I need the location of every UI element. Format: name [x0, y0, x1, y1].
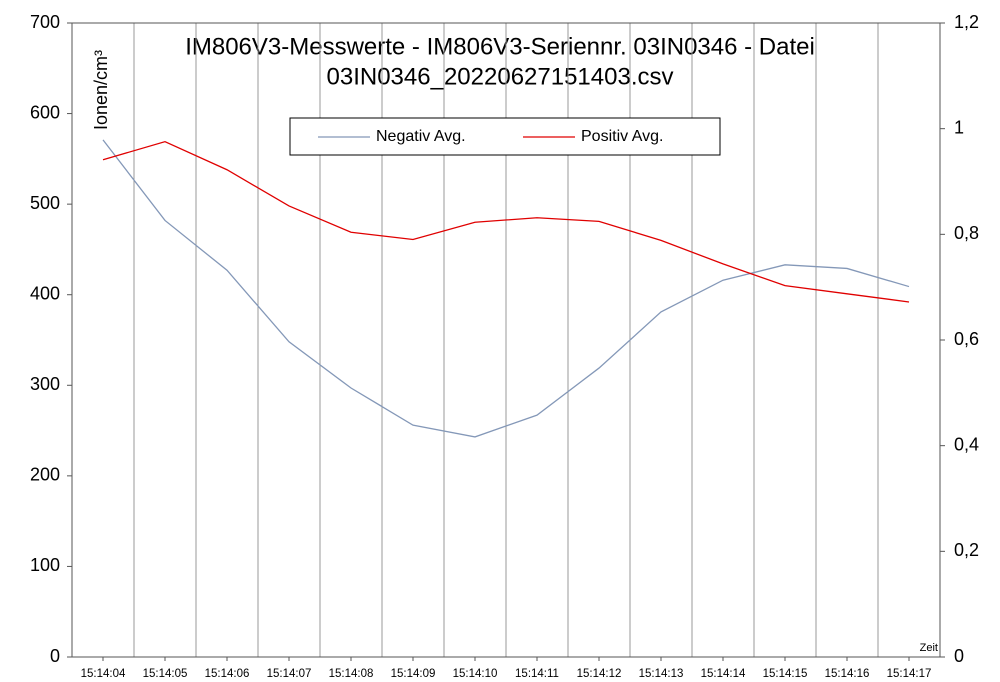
series-line [102, 139, 910, 438]
y2-tick-label: 0,4 [954, 434, 979, 454]
x-tick-label: 15:14:16 [825, 668, 870, 680]
x-axis-label: Zeit [920, 642, 938, 654]
y-tick-label: 700 [30, 12, 60, 32]
y-tick-label: 200 [30, 465, 60, 485]
legend-label: Negativ Avg. [376, 128, 466, 145]
x-tick-label: 15:14:17 [887, 668, 932, 680]
x-tick-label: 15:14:12 [577, 668, 622, 680]
y2-tick-label: 0 [954, 646, 964, 666]
y-axis-label: Ionen/cm³ [91, 50, 111, 130]
x-tick-label: 15:14:14 [701, 668, 746, 680]
x-tick-label: 15:14:05 [143, 668, 188, 680]
x-tick-label: 15:14:09 [391, 668, 436, 680]
y-tick-label: 100 [30, 555, 60, 575]
series-line [102, 140, 910, 303]
y-tick-label: 300 [30, 374, 60, 394]
y2-tick-label: 0,8 [954, 223, 979, 243]
y2-tick-label: 0,2 [954, 540, 979, 560]
y2-tick-label: 0,6 [954, 329, 979, 349]
chart-subtitle: 03IN0346_20220627151403.csv [327, 63, 674, 90]
legend-label: Positiv Avg. [581, 128, 663, 145]
chart-title: IM806V3-Messwerte - IM806V3-Seriennr. 03… [185, 33, 815, 60]
y2-tick-label: 1,2 [954, 12, 979, 32]
y-tick-label: 600 [30, 102, 60, 122]
x-tick-label: 15:14:04 [81, 668, 126, 680]
x-tick-label: 15:14:15 [763, 668, 808, 680]
x-tick-label: 15:14:10 [453, 668, 498, 680]
x-tick-label: 15:14:07 [267, 668, 312, 680]
x-tick-label: 15:14:11 [515, 668, 559, 680]
y-tick-label: 0 [50, 646, 60, 666]
y-tick-label: 500 [30, 193, 60, 213]
x-tick-label: 15:14:06 [205, 668, 250, 680]
y2-tick-label: 1 [954, 117, 964, 137]
y-tick-label: 400 [30, 283, 60, 303]
x-tick-label: 15:14:13 [639, 668, 684, 680]
x-tick-label: 15:14:08 [329, 668, 374, 680]
